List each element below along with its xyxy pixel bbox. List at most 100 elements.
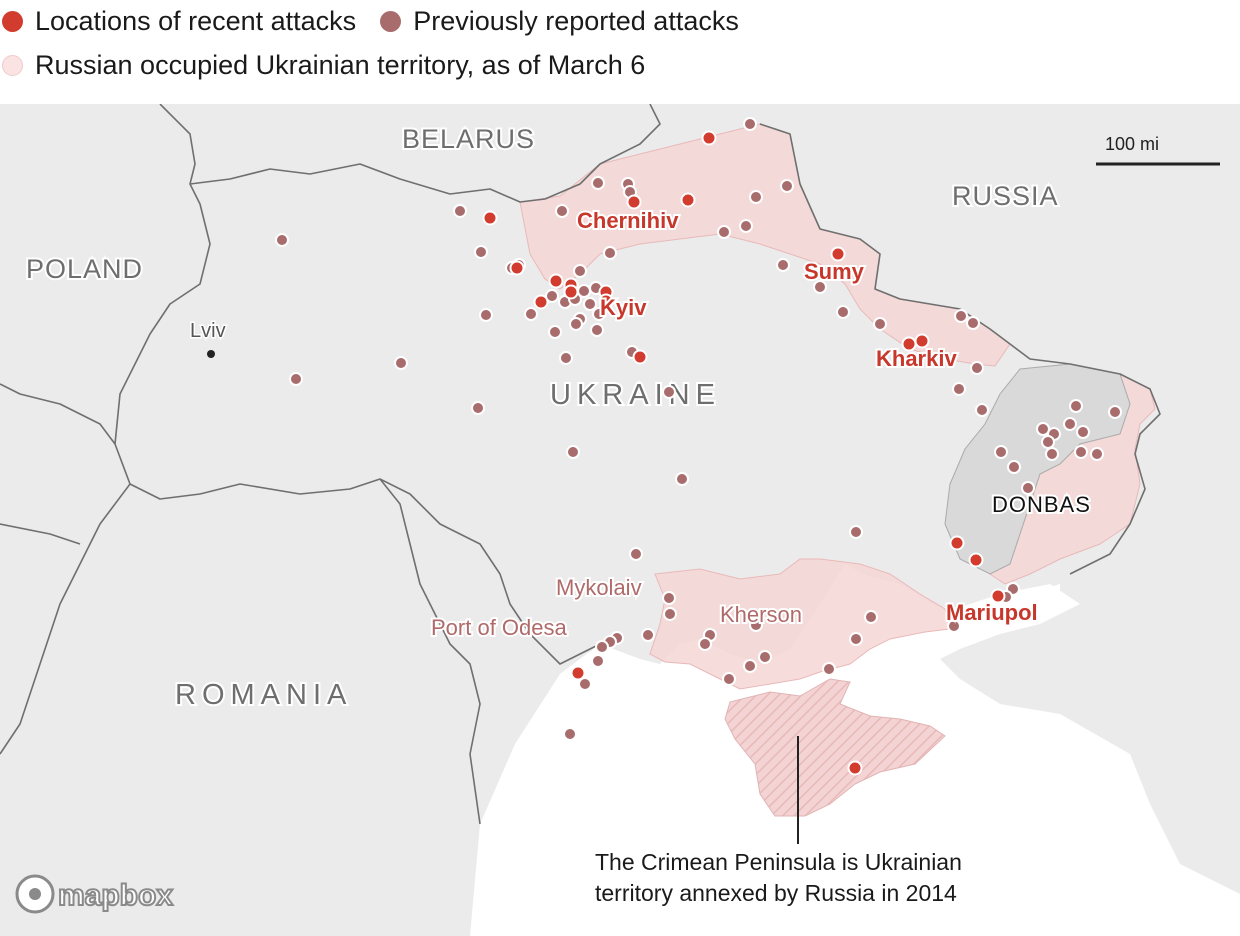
previous-attack-marker[interactable] [629, 547, 643, 561]
recent-attack-marker[interactable] [968, 552, 984, 568]
previous-attack-marker[interactable] [966, 316, 980, 330]
previous-attack-marker[interactable] [722, 672, 736, 686]
recent-attack-marker[interactable] [847, 760, 863, 776]
previous-attack-marker[interactable] [590, 323, 604, 337]
label-mariupol: Mariupol [946, 600, 1038, 625]
previous-attack-marker[interactable] [836, 305, 850, 319]
previous-attack-marker[interactable] [970, 361, 984, 375]
previous-attack-marker[interactable] [662, 591, 676, 605]
label-donbas: DONBAS [992, 492, 1091, 517]
previous-attack-marker[interactable] [663, 607, 677, 621]
label-romania: ROMANIA [175, 679, 352, 711]
label-mykolaiv: Mykolaiv [556, 575, 642, 600]
previous-attack-marker[interactable] [749, 190, 763, 204]
previous-attack-marker[interactable] [555, 204, 569, 218]
previous-attack-marker[interactable] [641, 628, 655, 642]
recent-attack-marker[interactable] [509, 260, 525, 276]
recent-attack-marker[interactable] [626, 194, 642, 210]
previous-attack-marker[interactable] [813, 280, 827, 294]
recent-attack-marker[interactable] [570, 665, 586, 681]
recent-attack-marker[interactable] [563, 284, 579, 300]
recent-attack-marker[interactable] [598, 293, 614, 309]
previous-attack-marker[interactable] [975, 403, 989, 417]
previous-attack-marker[interactable] [545, 289, 559, 303]
previous-attack-marker[interactable] [474, 245, 488, 259]
previous-attack-marker[interactable] [563, 727, 577, 741]
previous-attack-marker[interactable] [698, 637, 712, 651]
previous-attack-marker[interactable] [952, 382, 966, 396]
previous-attack-marker[interactable] [569, 317, 583, 331]
previous-attack-marker[interactable] [780, 179, 794, 193]
previous-attack-marker[interactable] [749, 618, 763, 632]
previous-attack-marker[interactable] [675, 472, 689, 486]
legend-row-2: Russian occupied Ukrainian territory, as… [0, 50, 667, 81]
previous-attack-marker[interactable] [1041, 435, 1055, 449]
previous-attack-marker[interactable] [524, 307, 538, 321]
previous-attack-marker[interactable] [275, 233, 289, 247]
previous-attack-marker[interactable] [289, 372, 303, 386]
previous-attack-marker[interactable] [1045, 447, 1059, 461]
previous-attack-marker[interactable] [559, 351, 573, 365]
previous-attack-marker[interactable] [1036, 422, 1050, 436]
previous-attack-marker[interactable] [758, 650, 772, 664]
recent-attack-marker[interactable] [482, 210, 498, 226]
previous-attack-marker[interactable] [592, 307, 606, 321]
recent-attack-marker[interactable] [632, 349, 648, 365]
previous-attack-marker[interactable] [1007, 460, 1021, 474]
previous-attack-marker[interactable] [662, 385, 676, 399]
map[interactable]: 100 mi BELARUS RUSSIA POLAND UKRAINE ROM… [0, 104, 1240, 936]
recent-attack-dot-icon [2, 11, 23, 32]
previous-attack-marker[interactable] [1069, 399, 1083, 413]
previous-attack-marker[interactable] [1074, 445, 1088, 459]
previous-attack-marker[interactable] [548, 325, 562, 339]
previous-attack-marker[interactable] [743, 117, 757, 131]
annotation-line-1: The Crimean Peninsula is Ukrainian [595, 849, 962, 875]
previous-attack-marker[interactable] [1063, 417, 1077, 431]
label-lviv: Lviv [190, 320, 226, 342]
country-borders [0, 104, 1161, 825]
previous-attack-marker[interactable] [849, 632, 863, 646]
legend-row-1: Locations of recent attacks Previously r… [0, 6, 761, 37]
previous-attack-marker[interactable] [603, 246, 617, 260]
previous-attack-marker[interactable] [591, 654, 605, 668]
previous-attack-marker[interactable] [573, 264, 587, 278]
previous-attack-marker[interactable] [479, 308, 493, 322]
mapbox-logo[interactable]: mapbox [15, 874, 174, 914]
recent-attack-marker[interactable] [990, 588, 1006, 604]
previous-attack-marker[interactable] [717, 225, 731, 239]
recent-attack-marker[interactable] [901, 336, 917, 352]
previous-attack-marker[interactable] [595, 640, 609, 654]
legend-item-recent: Locations of recent attacks [0, 6, 356, 37]
previous-attack-marker[interactable] [947, 619, 961, 633]
recent-attack-marker[interactable] [701, 130, 717, 146]
recent-attack-marker[interactable] [830, 246, 846, 262]
previous-attack-marker[interactable] [822, 662, 836, 676]
previous-attack-marker[interactable] [583, 297, 597, 311]
previous-attack-marker[interactable] [566, 445, 580, 459]
previous-attack-marker[interactable] [849, 525, 863, 539]
recent-attack-marker[interactable] [548, 273, 564, 289]
previous-attack-marker[interactable] [776, 258, 790, 272]
previous-attack-marker[interactable] [1108, 405, 1122, 419]
previous-attack-marker[interactable] [1021, 481, 1035, 495]
previous-attack-marker[interactable] [591, 176, 605, 190]
previous-attack-marker[interactable] [471, 401, 485, 415]
previous-attack-marker[interactable] [578, 677, 592, 691]
previous-attack-marker[interactable] [739, 219, 753, 233]
previous-attack-marker[interactable] [1090, 447, 1104, 461]
recent-attack-marker[interactable] [533, 294, 549, 310]
recent-attacks-layer [482, 130, 1006, 776]
previous-attack-marker[interactable] [394, 356, 408, 370]
previous-attack-marker[interactable] [873, 317, 887, 331]
country-labels: BELARUS RUSSIA POLAND UKRAINE ROMANIA [24, 122, 1060, 713]
label-odesa: Port of Odesa [431, 615, 568, 640]
previous-attack-marker[interactable] [954, 309, 968, 323]
previous-attack-marker[interactable] [1076, 425, 1090, 439]
previous-attack-marker[interactable] [743, 659, 757, 673]
previous-attack-marker[interactable] [864, 610, 878, 624]
previous-attack-marker[interactable] [453, 204, 467, 218]
previous-attack-marker[interactable] [994, 445, 1008, 459]
recent-attack-marker[interactable] [680, 192, 696, 208]
donbas-region [944, 363, 1131, 575]
recent-attack-marker[interactable] [949, 535, 965, 551]
